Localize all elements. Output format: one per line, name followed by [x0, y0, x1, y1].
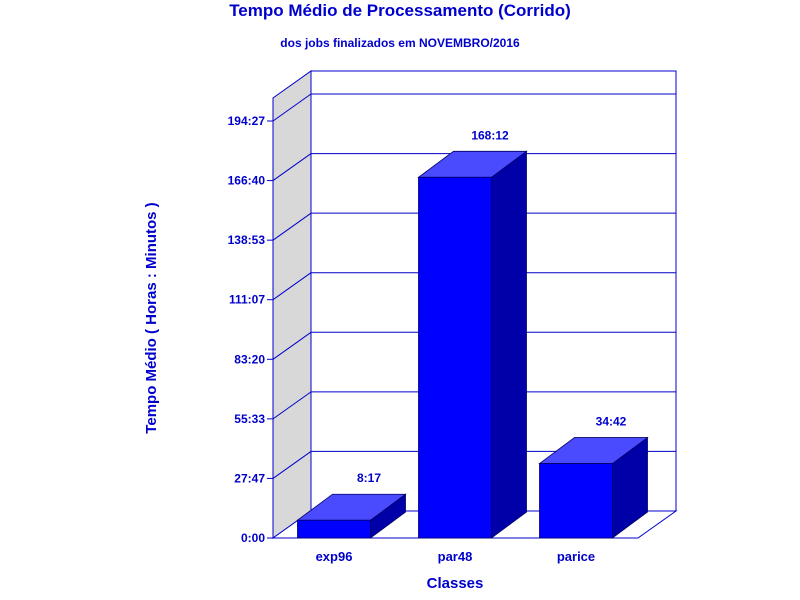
- gridline-wall: [272, 391, 312, 420]
- bar-front: [539, 463, 613, 539]
- bar: [417, 150, 528, 539]
- bar-front: [418, 176, 492, 539]
- bars: 8:17 168:12 34:42: [296, 128, 649, 539]
- x-tick-label: par48: [438, 549, 473, 564]
- bar-value-label: 168:12: [471, 128, 509, 142]
- bar-value-label: 8:17: [357, 471, 381, 485]
- left-wall: [272, 70, 312, 539]
- bar: [538, 436, 649, 539]
- y-tick-label: 138:53: [228, 233, 266, 247]
- y-tick-label: 166:40: [228, 174, 266, 188]
- x-axis-title: Classes: [427, 575, 484, 592]
- gridline-wall: [272, 212, 312, 241]
- chart-title: Tempo Médio de Processamento (Corrido): [229, 1, 571, 20]
- chart-subtitle: dos jobs finalizados em NOVEMBRO/2016: [280, 36, 520, 50]
- x-axis-categories: exp96 par48 parice: [316, 549, 596, 564]
- gridline-wall: [272, 331, 312, 360]
- y-tick-label: 194:27: [228, 114, 266, 128]
- y-tick-label: 111:07: [229, 293, 265, 307]
- y-axis-title: Tempo Médio ( Horas : Minutos ): [143, 202, 160, 433]
- x-tick-label: parice: [557, 549, 595, 564]
- y-tick-label: 0:00: [241, 531, 265, 545]
- y-axis-ticks: 0:00 27:47 55:33 83:20 111:07 138:53 166:40 194…: [228, 114, 273, 545]
- bar-front: [297, 519, 371, 539]
- gridline-wall: [272, 93, 312, 122]
- bar-value-label: 34:42: [596, 415, 627, 429]
- gridline-wall: [272, 153, 312, 181]
- gridline-wall: [272, 272, 312, 301]
- y-tick-label: 55:33: [234, 412, 265, 426]
- bar: [296, 493, 407, 539]
- x-tick-label: exp96: [316, 549, 353, 564]
- y-tick-label: 83:20: [234, 352, 265, 366]
- y-tick-label: 27:47: [234, 471, 265, 485]
- gridline-wall: [272, 451, 312, 479]
- bar-side: [491, 150, 527, 539]
